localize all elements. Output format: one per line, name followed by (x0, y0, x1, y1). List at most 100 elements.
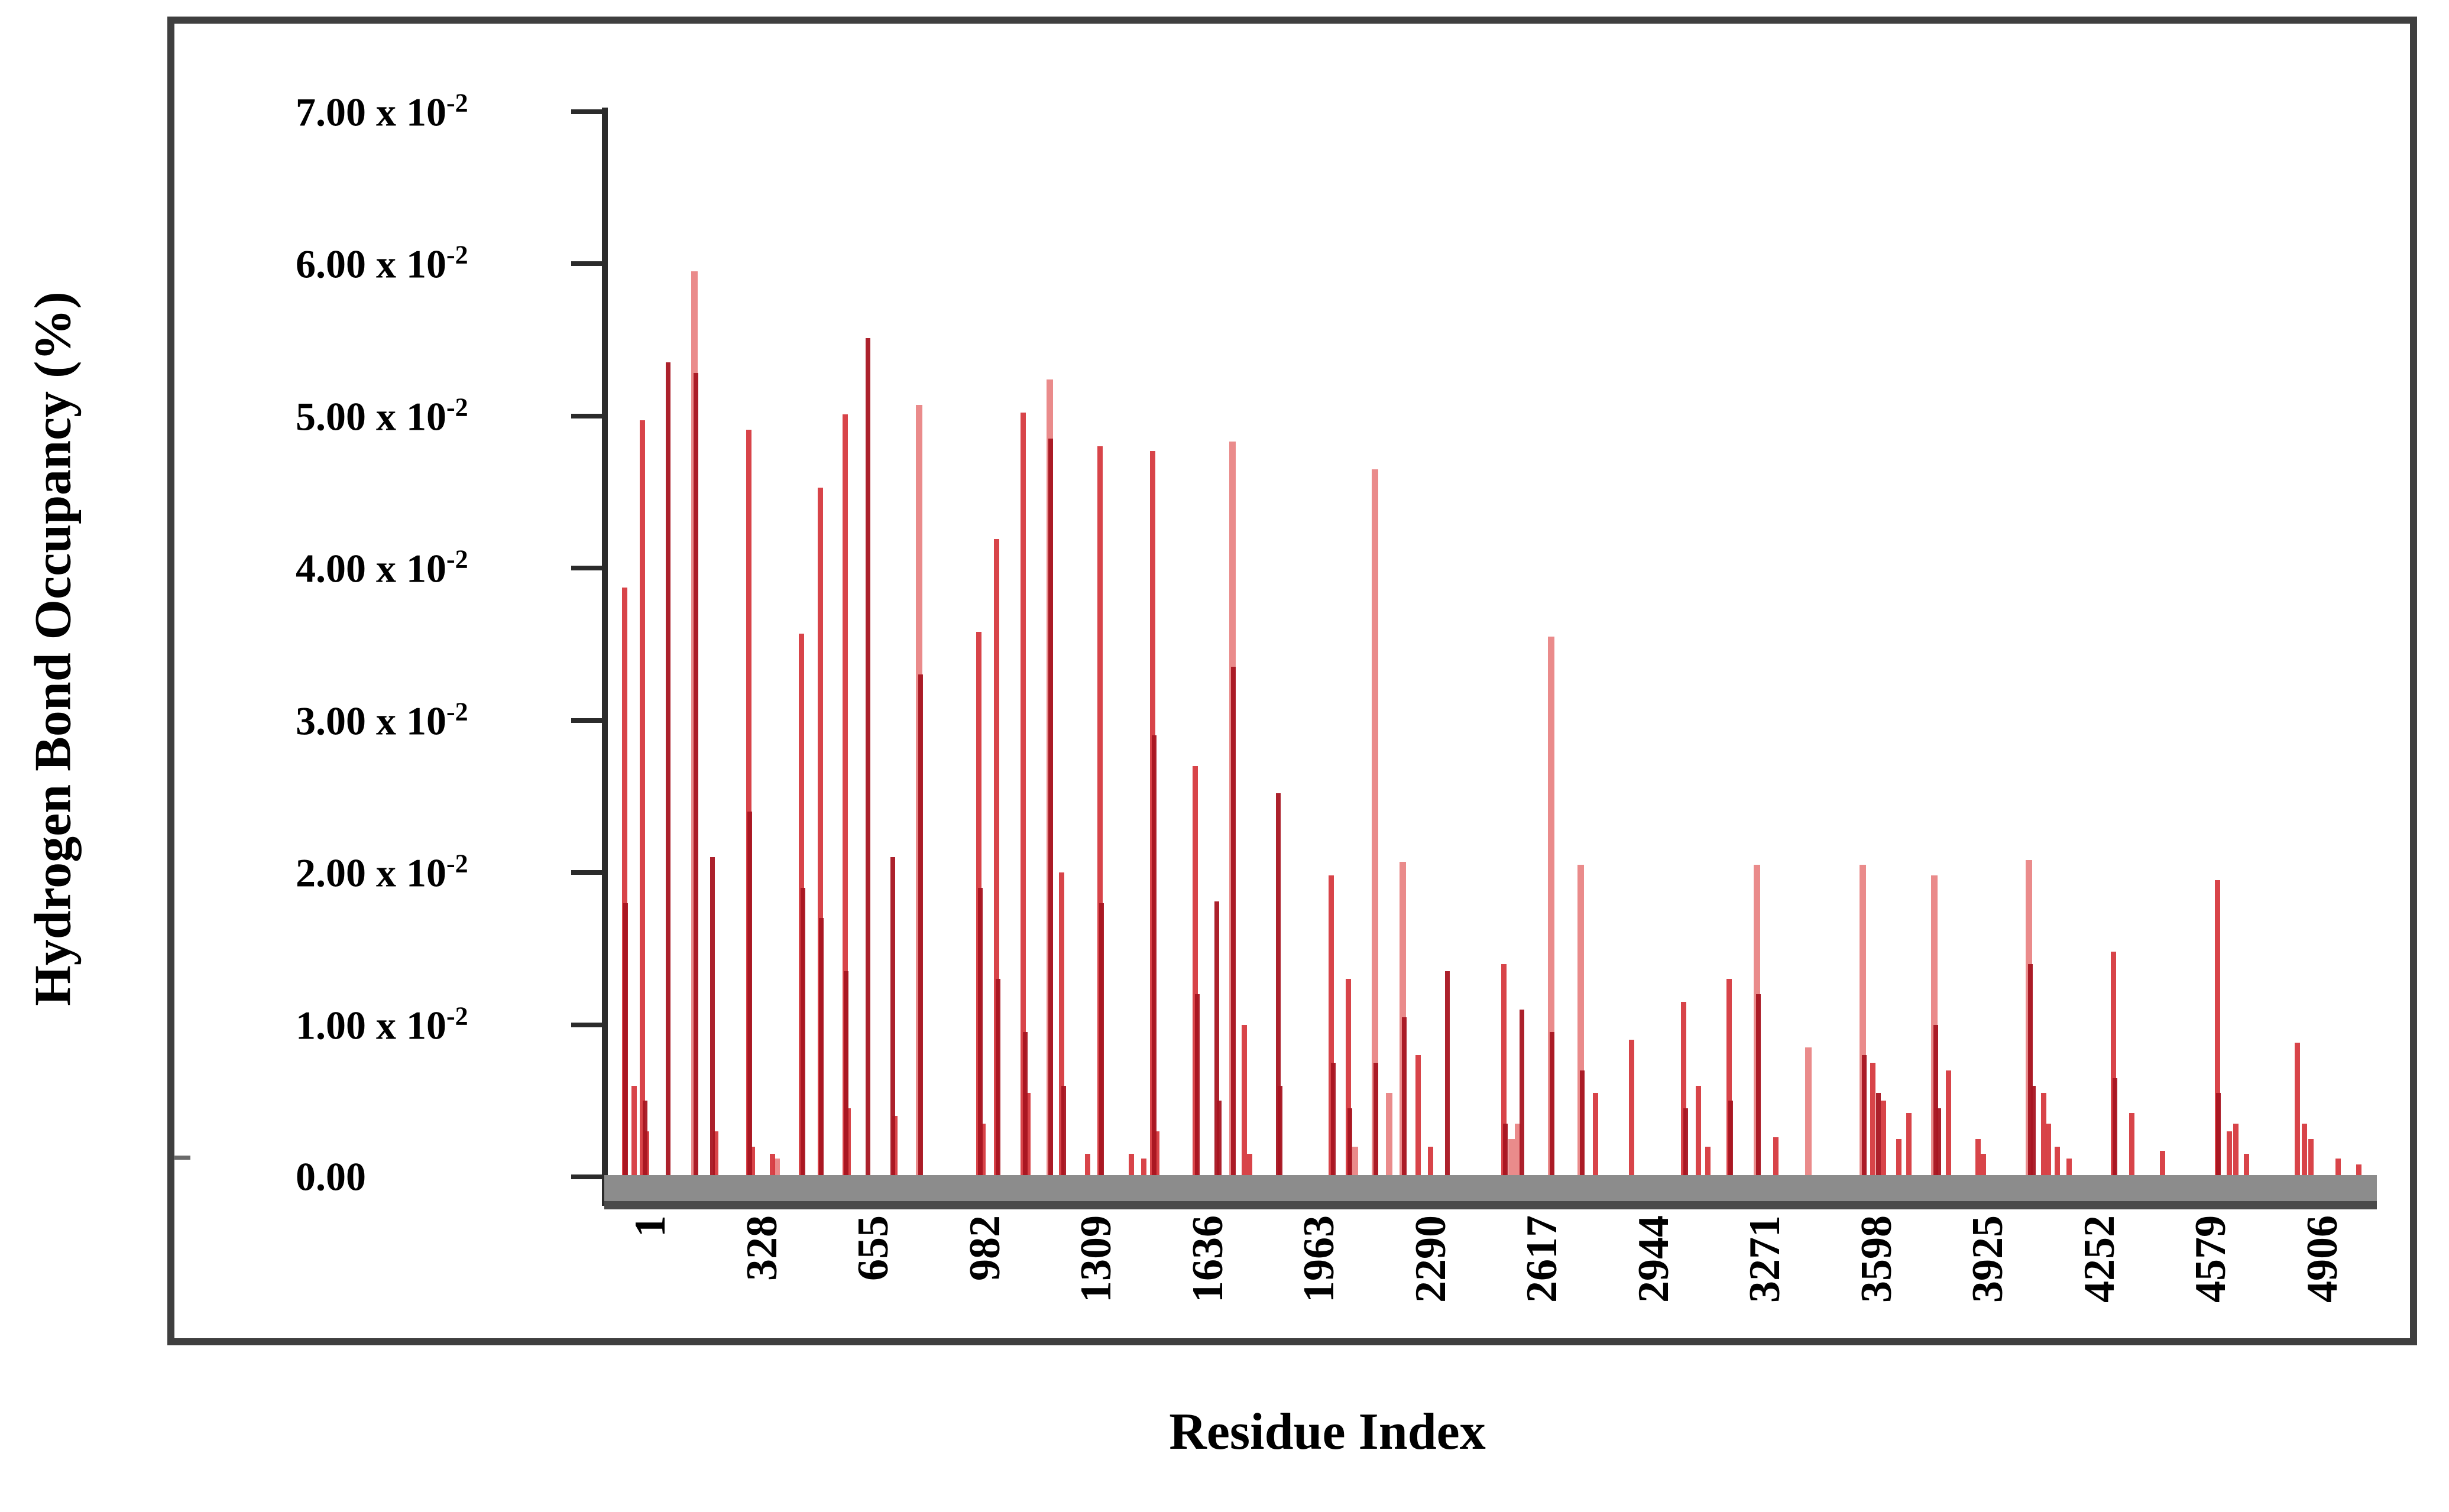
occupancy-bar (1936, 1108, 1942, 1177)
occupancy-bar (1592, 1093, 1598, 1177)
occupancy-bar (2046, 1123, 2052, 1177)
occupancy-bar (1933, 1024, 1938, 1177)
x-tick-label: 1636 (1183, 1215, 1232, 1303)
y-tick-mark (571, 413, 607, 418)
occupancy-bar (1945, 1070, 1951, 1177)
occupancy-bar (1860, 865, 1867, 1177)
occupancy-bar (1550, 1032, 1555, 1177)
occupancy-bar (978, 887, 983, 1177)
occupancy-bar (1975, 1138, 1981, 1177)
occupancy-bar (693, 373, 698, 1177)
occupancy-bar (1129, 1154, 1135, 1177)
occupancy-bar (1870, 1062, 1876, 1177)
occupancy-bar (2233, 1123, 2239, 1177)
occupancy-bar (1141, 1159, 1146, 1177)
occupancy-bar (2226, 1131, 2232, 1177)
x-tick-label: 1963 (1295, 1215, 1344, 1303)
y-tick-label: 1.00 x 10-2 (296, 1001, 468, 1047)
occupancy-bar (1048, 439, 1054, 1177)
occupancy-bar (1329, 875, 1334, 1177)
occupancy-bar (1275, 793, 1281, 1177)
occupancy-bar (1021, 413, 1026, 1177)
occupancy-bar (994, 539, 1000, 1177)
occupancy-bar (996, 979, 1000, 1177)
occupancy-bar (1371, 469, 1378, 1177)
occupancy-bar (1683, 1108, 1689, 1177)
occupancy-bar (819, 918, 824, 1177)
y-tick-mark (571, 718, 607, 723)
occupancy-bar (2112, 1078, 2117, 1177)
occupancy-bar (1861, 1055, 1867, 1177)
x-tick-label: 4906 (2298, 1215, 2347, 1303)
occupancy-bar (1385, 1093, 1392, 1177)
occupancy-bar (1501, 963, 1507, 1177)
occupancy-bar (842, 414, 848, 1177)
x-tick-label: 655 (849, 1215, 898, 1281)
occupancy-bar (1547, 636, 1554, 1177)
occupancy-bar (1503, 1123, 1508, 1177)
x-tick-label: 328 (737, 1215, 786, 1281)
occupancy-bar (1352, 1146, 1359, 1177)
y-tick-mark (571, 566, 607, 570)
x-tick-label: 3271 (1741, 1215, 1790, 1303)
occupancy-bar (1773, 1137, 1779, 1177)
occupancy-bar (2243, 1154, 2249, 1177)
x-tick-label: 4579 (2186, 1215, 2236, 1303)
x-tick-label: 2944 (1629, 1215, 1678, 1303)
occupancy-bar (770, 1154, 776, 1177)
x-tick-label: 2617 (1518, 1215, 1567, 1303)
occupancy-bar (1906, 1112, 1912, 1177)
y-tick-mark (571, 261, 607, 266)
occupancy-bar (1241, 1024, 1247, 1177)
occupancy-bar (1194, 994, 1200, 1177)
x-axis-baseline-band (604, 1175, 2377, 1209)
occupancy-bar (1514, 1123, 1521, 1177)
plot-frame (167, 17, 2417, 1345)
y-tick-label: 2.00 x 10-2 (296, 849, 468, 895)
occupancy-bar (2214, 880, 2220, 1177)
occupancy-bar (1577, 865, 1584, 1177)
occupancy-bar (2027, 963, 2033, 1177)
occupancy-bar (1373, 1062, 1379, 1177)
x-tick-label: 1309 (1072, 1215, 1121, 1303)
occupancy-bar (1345, 979, 1351, 1177)
y-tick-mark (571, 870, 607, 875)
x-tick-label: 3925 (1964, 1215, 2013, 1303)
occupancy-bar (750, 1146, 756, 1177)
x-tick-label: 3598 (1852, 1215, 1901, 1303)
y-tick-label: 0.00 (296, 1154, 366, 1199)
y-tick-mark (571, 1022, 607, 1027)
occupancy-bar (1022, 1032, 1028, 1177)
occupancy-bar (2129, 1112, 2134, 1177)
y-tick-label: 5.00 x 10-2 (296, 392, 468, 439)
occupancy-bar (1681, 1001, 1687, 1177)
occupancy-bar (747, 812, 753, 1177)
occupancy-bar (2356, 1164, 2361, 1177)
y-tick-mark (571, 109, 607, 114)
y-tick-label: 4.00 x 10-2 (296, 544, 468, 591)
occupancy-bar (918, 674, 923, 1177)
occupancy-bar (1705, 1146, 1711, 1177)
occupancy-bar (1726, 979, 1732, 1177)
occupancy-bar (1415, 1055, 1421, 1177)
occupancy-bar (1508, 1138, 1515, 1177)
y-tick-label: 7.00 x 10-2 (296, 88, 468, 134)
occupancy-bar (980, 1123, 986, 1177)
occupancy-bar (2110, 951, 2116, 1177)
occupancy-bar (1216, 1101, 1222, 1177)
occupancy-bar (2301, 1123, 2307, 1177)
occupancy-bar (865, 338, 870, 1177)
occupancy-bar (1445, 971, 1450, 1177)
occupancy-bar (1756, 994, 1761, 1177)
y-axis-line (602, 108, 608, 1206)
occupancy-bar (2308, 1138, 2314, 1177)
occupancy-bar (1880, 1101, 1886, 1177)
occupancy-bar (2216, 1093, 2221, 1177)
occupancy-bar (665, 362, 670, 1177)
occupancy-bar (1059, 872, 1065, 1177)
occupancy-bar (713, 1131, 719, 1177)
occupancy-bar (1154, 1131, 1160, 1177)
occupancy-bar (1246, 1154, 1252, 1177)
occupancy-bar (640, 420, 646, 1177)
